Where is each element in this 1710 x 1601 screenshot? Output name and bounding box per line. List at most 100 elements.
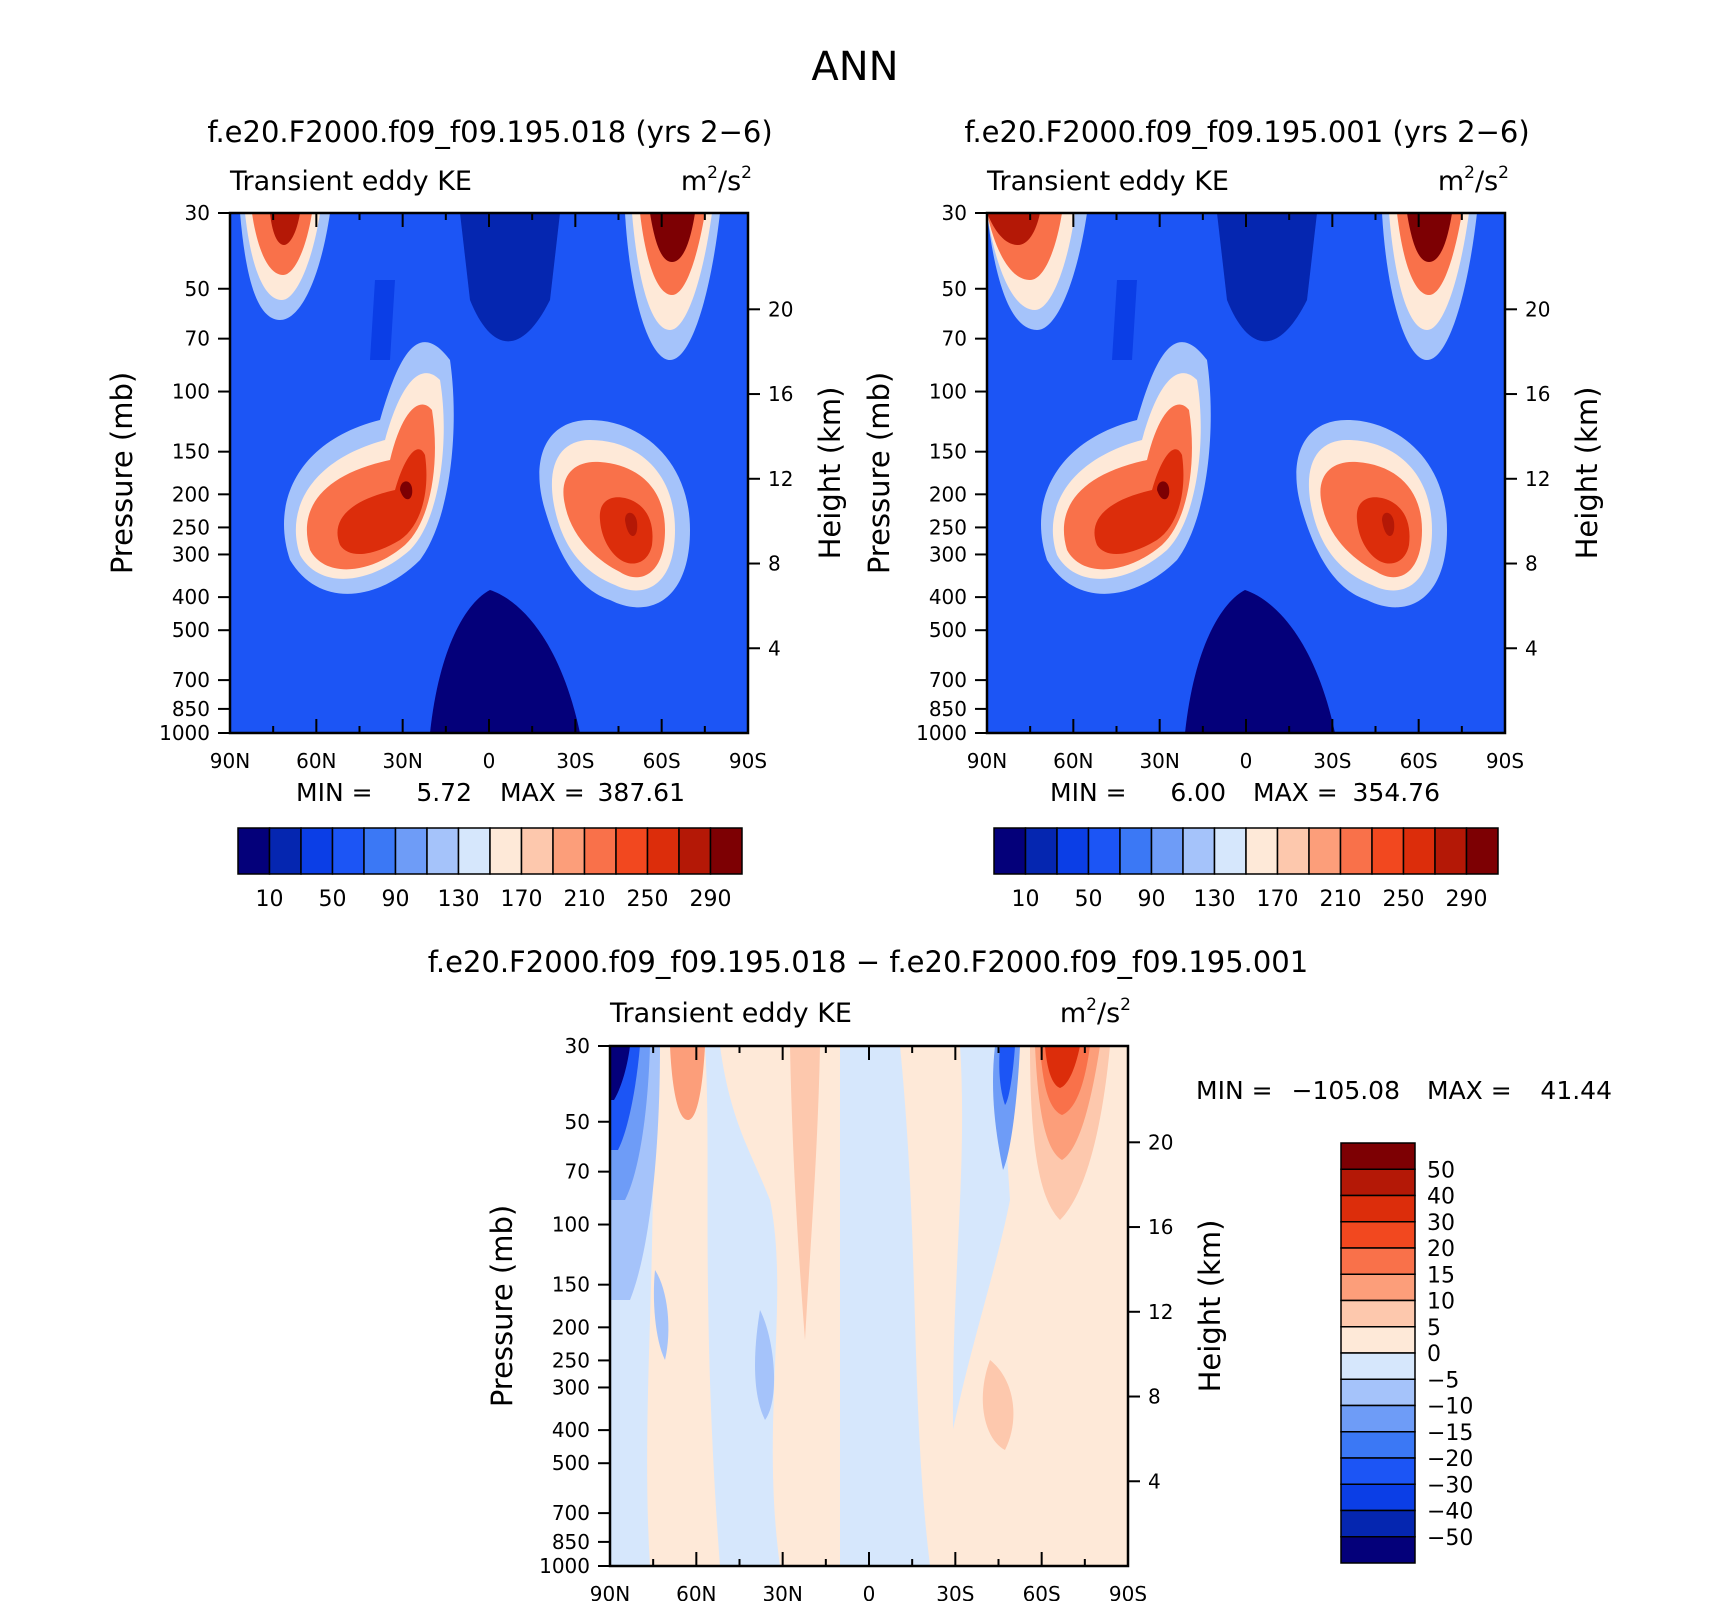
colorbar-box <box>1402 827 1436 875</box>
colorbar-box <box>331 827 365 875</box>
colorbar-label: 130 <box>438 887 480 912</box>
panel-1-field <box>230 213 748 733</box>
y-tick-label: 700 <box>172 668 210 692</box>
y-tick-label: 250 <box>172 515 210 539</box>
colorbar-box <box>394 827 428 875</box>
y-tick-label: 50 <box>185 277 210 301</box>
y-tick-label: 200 <box>552 1315 590 1339</box>
panel-1-units: m2/s2 <box>681 163 752 197</box>
colorbar-label: 20 <box>1427 1237 1455 1262</box>
x-tick-label: 30N <box>1139 749 1179 773</box>
y-tick-label: 700 <box>552 1501 590 1525</box>
page-title: ANN <box>811 44 898 90</box>
colorbar-box <box>1245 827 1279 875</box>
panel-2-field <box>987 213 1505 733</box>
y-tick-label: 30 <box>565 1034 590 1058</box>
panel-3-y2label: Height (km) <box>1193 1220 1227 1393</box>
colorbar-box <box>1434 827 1468 875</box>
y-tick-label: 150 <box>552 1273 590 1297</box>
colorbar-box <box>1087 827 1121 875</box>
colorbar-label: −5 <box>1427 1368 1459 1393</box>
y2-tick-label: 4 <box>1148 1469 1161 1493</box>
colorbar-label: 250 <box>1383 887 1425 912</box>
y-tick-label: 200 <box>172 482 210 506</box>
panel-2-units: m2/s2 <box>1438 163 1509 197</box>
panel-1-max-value: 387.61 <box>598 778 685 807</box>
colorbar-box <box>1056 827 1090 875</box>
x-tick-label: 30S <box>936 1582 974 1601</box>
colorbar-label: −10 <box>1427 1395 1473 1420</box>
panel-1-variable: Transient eddy KE <box>229 166 472 197</box>
colorbar-box <box>1340 1536 1416 1564</box>
colorbar-box <box>678 827 712 875</box>
y2-tick-label: 4 <box>1525 636 1538 660</box>
colorbar-box <box>709 827 743 875</box>
colorbar-label: 50 <box>319 887 347 912</box>
y-tick-label: 70 <box>942 327 967 351</box>
panel-2-variable: Transient eddy KE <box>986 166 1229 197</box>
colorbar-box <box>1340 1168 1416 1197</box>
colorbar-box <box>993 827 1027 875</box>
x-tick-label: 0 <box>863 1582 876 1601</box>
y-tick-label: 500 <box>172 618 210 642</box>
colorbar-box <box>552 827 586 875</box>
y-tick-label: 100 <box>552 1213 590 1237</box>
y-tick-label: 1000 <box>539 1554 590 1578</box>
y-tick-label: 300 <box>552 1375 590 1399</box>
y2-tick-label: 16 <box>1148 1215 1173 1239</box>
x-tick-label: 90N <box>967 749 1007 773</box>
x-tick-label: 60S <box>1023 1582 1061 1601</box>
y2-tick-label: 8 <box>1148 1385 1161 1409</box>
x-tick-label: 30S <box>556 749 594 773</box>
y-tick-label: 50 <box>942 277 967 301</box>
y2-tick-label: 16 <box>768 382 793 406</box>
panel-2: f.e20.F2000.f09_f09.195.001 (yrs 2−6) Tr… <box>862 115 1604 912</box>
y2-tick-label: 12 <box>1525 467 1550 491</box>
y-tick-label: 250 <box>552 1348 590 1372</box>
panel-2-min-value: 6.00 <box>1170 778 1226 807</box>
colorbar-box <box>1276 827 1310 875</box>
colorbar-box <box>1340 1142 1416 1170</box>
colorbar-box <box>1182 827 1216 875</box>
colorbar-label: 130 <box>1194 887 1236 912</box>
y-tick-label: 850 <box>172 697 210 721</box>
panel-1-y2label: Height (km) <box>813 387 847 560</box>
y-tick-label: 300 <box>172 542 210 566</box>
x-tick-label: 30N <box>762 1582 802 1601</box>
x-tick-label: 0 <box>483 749 496 773</box>
colorbar-box <box>646 827 680 875</box>
x-tick-label: 60N <box>296 749 336 773</box>
colorbar-label: 210 <box>564 887 606 912</box>
colorbar-box <box>615 827 649 875</box>
colorbar-label: 10 <box>1427 1290 1455 1315</box>
colorbar-label: 250 <box>627 887 669 912</box>
colorbar-box <box>457 827 491 875</box>
y-tick-label: 850 <box>552 1530 590 1554</box>
colorbar-label: 290 <box>690 887 732 912</box>
x-tick-label: 30S <box>1313 749 1351 773</box>
y-tick-label: 1000 <box>916 721 967 745</box>
y2-tick-label: 12 <box>768 467 793 491</box>
colorbar-box <box>1340 1194 1416 1223</box>
y-tick-label: 150 <box>929 440 967 464</box>
panel-1: f.e20.F2000.f09_f09.195.018 (yrs 2−6) Tr… <box>105 115 847 912</box>
colorbar-box <box>426 827 460 875</box>
y-tick-label: 300 <box>929 542 967 566</box>
colorbar-box <box>1308 827 1342 875</box>
panel-1-max-label: MAX = <box>500 778 585 807</box>
x-tick-label: 90S <box>729 749 767 773</box>
y-tick-label: 400 <box>172 585 210 609</box>
y-tick-label: 1000 <box>159 721 210 745</box>
y-tick-label: 50 <box>565 1110 590 1134</box>
colorbar-label: 210 <box>1320 887 1362 912</box>
panel-3-ylabel: Pressure (mb) <box>485 1205 519 1407</box>
colorbar-box <box>268 827 302 875</box>
y-tick-label: 100 <box>172 380 210 404</box>
panel-2-max-label: MAX = <box>1253 778 1338 807</box>
colorbar-label: −50 <box>1427 1526 1473 1551</box>
y2-tick-label: 8 <box>768 552 781 576</box>
panel-3-title: f.e20.F2000.f09_f09.195.018 − f.e20.F200… <box>428 945 1308 979</box>
x-tick-label: 30N <box>382 749 422 773</box>
panel-1-axes: 90N 60N 30N 0 30S 60S 90S 30 50 70 100 150 200 250 300… <box>159 201 793 773</box>
